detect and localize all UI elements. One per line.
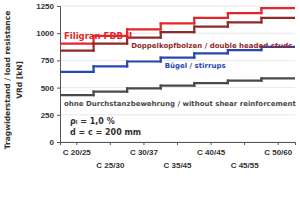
step-segment — [194, 17, 228, 19]
step-segment — [60, 42, 94, 44]
plot-area — [60, 8, 295, 95]
y-tick: 1000 — [36, 29, 60, 38]
x-tick-mark — [110, 142, 111, 145]
annotation: d = c = 200 mm — [70, 128, 141, 137]
x-tick: C 25/30 — [96, 142, 125, 170]
grid-line — [60, 114, 295, 115]
step-segment — [127, 60, 161, 62]
step-segment — [127, 87, 161, 89]
step-segment — [60, 50, 94, 52]
series — [60, 18, 295, 51]
x-tick-label: C 30/37 — [130, 148, 159, 157]
x-tick-mark — [211, 142, 212, 145]
y-tick-label: 1250 — [36, 2, 54, 11]
grid-line — [60, 6, 295, 7]
step-segment — [194, 26, 228, 28]
step-segment — [194, 52, 228, 54]
annotation: ρₗ = 1,0 % — [70, 117, 115, 126]
x-tick-label: C 40/45 — [197, 148, 226, 157]
x-tick-label: C 45/55 — [231, 161, 260, 170]
step-segment — [261, 17, 295, 19]
series — [60, 78, 295, 95]
y-tick: 0 — [50, 138, 60, 147]
y-axis-unit: VRd [kN] — [15, 61, 24, 99]
x-tick: C 30/37 — [130, 142, 159, 157]
x-tick-label: C 50/60 — [264, 148, 293, 157]
y-tick: 750 — [41, 56, 60, 65]
y-tick-mark — [57, 33, 60, 34]
x-tick: C 45/55 — [231, 142, 260, 170]
x-axis: C 20/25 C 25/30 C 30/37 C 35/45 C 40/45 C 45/… — [61, 142, 296, 170]
series — [60, 47, 295, 72]
y-axis-line — [57, 7, 61, 143]
x-tick-mark — [244, 142, 245, 145]
series-label: Bügel / stirrups — [165, 62, 226, 70]
step-segment — [161, 31, 195, 33]
y-axis-title: Tragwiderstand / load resistance — [3, 11, 12, 149]
y-tick: 250 — [41, 111, 60, 120]
x-tick: C 50/60 — [264, 142, 293, 157]
step-segment — [161, 22, 195, 24]
step-segment — [94, 42, 128, 44]
y-tick-label: 500 — [41, 84, 55, 93]
x-tick: C 20/25 — [63, 142, 92, 157]
grid-line — [60, 87, 295, 88]
x-tick-mark — [143, 142, 144, 145]
y-tick-mark — [57, 142, 60, 143]
step-segment — [161, 57, 195, 59]
x-axis-line — [61, 143, 296, 146]
step-segment — [60, 71, 94, 73]
step-segment — [261, 77, 295, 79]
step-segment — [194, 82, 228, 84]
y-tick-label: 1000 — [36, 29, 54, 38]
y-tick-label: 750 — [41, 56, 55, 65]
x-tick: C 40/45 — [197, 142, 226, 157]
x-tick-mark — [76, 142, 77, 145]
step-segment — [261, 7, 295, 9]
x-tick-label: C 35/45 — [163, 161, 192, 170]
y-tick-mark — [57, 88, 60, 89]
y-tick-mark — [57, 115, 60, 116]
y-tick-mark — [57, 60, 60, 61]
series — [60, 8, 295, 43]
grid — [60, 6, 295, 142]
series-label: Filigran FDB II — [64, 31, 132, 41]
y-tick: 1250 — [36, 2, 60, 11]
y-axis: 0 250 500 750 1000 1250 — [36, 2, 60, 147]
x-tick: C 35/45 — [163, 142, 192, 170]
y-tick-label: 0 — [50, 138, 55, 147]
x-tick-label: C 20/25 — [63, 148, 92, 157]
step-segment — [60, 94, 94, 96]
y-tick-mark — [57, 6, 60, 7]
step-segment — [161, 85, 195, 87]
step-segment — [228, 21, 262, 23]
series-label: Doppelkopfbolzen / double headed studs — [131, 42, 292, 50]
step-segment — [228, 12, 262, 14]
x-tick-mark — [177, 142, 178, 145]
step-segment — [228, 80, 262, 82]
step-segment — [94, 91, 128, 93]
step-segment — [94, 65, 128, 67]
x-tick-mark — [278, 142, 279, 145]
x-tick-label: C 25/30 — [96, 161, 125, 170]
series-label: ohne Durchstanzbewehrung / without shear… — [64, 100, 297, 108]
y-tick: 500 — [41, 84, 60, 93]
chart: 025050075010001250C 20/25C 25/30C 30/37C… — [0, 0, 300, 200]
y-tick-label: 250 — [41, 111, 55, 120]
